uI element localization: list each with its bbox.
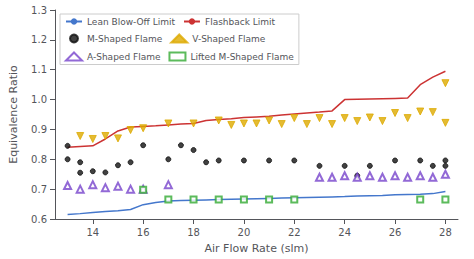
svg-text:0.9: 0.9 [31,124,47,135]
svg-text:1.1: 1.1 [31,64,47,75]
svg-text:22: 22 [288,227,301,238]
svg-text:28: 28 [439,227,452,238]
svg-text:16: 16 [137,227,150,238]
svg-text:Flashback Limit: Flashback Limit [205,17,276,27]
svg-text:24: 24 [338,227,351,238]
svg-text:1.2: 1.2 [31,34,47,45]
svg-text:Lean Blow-Off Limit: Lean Blow-Off Limit [87,17,175,27]
svg-text:Air Flow Rate (slm): Air Flow Rate (slm) [204,242,308,255]
svg-text:M-Shaped Flame: M-Shaped Flame [87,34,163,44]
svg-text:Lifted M-Shaped Flame: Lifted M-Shaped Flame [190,52,294,62]
svg-text:1.3: 1.3 [31,5,47,16]
svg-text:14: 14 [86,227,99,238]
svg-text:0.6: 0.6 [31,214,47,225]
svg-text:20: 20 [238,227,251,238]
svg-text:V-Shaped Flame: V-Shaped Flame [192,34,266,44]
svg-text:A-Shaped Flame: A-Shaped Flame [87,52,161,62]
svg-text:0.8: 0.8 [31,154,47,165]
svg-text:Equivalence Ratio: Equivalence Ratio [7,65,20,164]
svg-text:18: 18 [187,227,200,238]
svg-text:26: 26 [389,227,402,238]
svg-text:0.7: 0.7 [31,184,47,195]
svg-text:1.0: 1.0 [31,94,47,105]
